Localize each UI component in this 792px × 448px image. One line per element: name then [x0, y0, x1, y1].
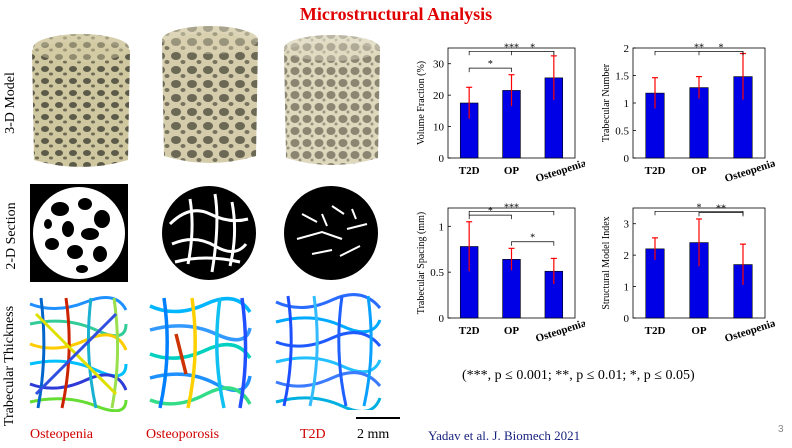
2d-section-osteopenia: [30, 184, 128, 282]
significance-label: *: [719, 42, 724, 53]
significance-label: **: [694, 42, 704, 53]
caption-t2d: T2D: [300, 427, 326, 442]
x-tick-label: OP: [691, 165, 707, 177]
3d-model-osteoporosis: [162, 26, 258, 163]
x-tick-label: OP: [691, 325, 707, 337]
significance-label: **: [716, 203, 726, 214]
scale-bar: [356, 417, 400, 419]
page-title: Microstructural Analysis: [299, 4, 493, 24]
significance-bracket: [511, 241, 555, 246]
x-tick-label: OP: [504, 325, 520, 337]
significance-label: *: [697, 202, 702, 213]
y-tick-label: 20: [433, 90, 445, 102]
x-tick-label: T2D: [459, 165, 480, 177]
x-tick-label: T2D: [645, 325, 666, 337]
row-label-trabecular-thickness: Trabecular Thickness: [2, 305, 17, 427]
thickness-map-osteoporosis: [149, 296, 252, 409]
y-tick-label: 0: [624, 153, 630, 165]
significance-bracket: [511, 50, 555, 56]
row-label-3d-model: 3-D Model: [3, 72, 18, 134]
y-tick-label: 1: [624, 282, 630, 294]
y-tick-label: 1: [624, 98, 630, 110]
citation: Yadav et al. J. Biomech 2021: [428, 428, 581, 443]
3d-model-t2d: [284, 35, 380, 165]
x-tick-label: Osteopenia: [723, 157, 775, 185]
significance-label: *: [488, 206, 493, 217]
significance-bracket: [468, 214, 512, 220]
x-tick-label: Osteopenia: [534, 317, 585, 345]
2d-section-t2d: [282, 184, 380, 282]
thickness-map-t2d: [275, 293, 382, 410]
y-tick-label: 3: [624, 219, 630, 231]
y-tick-label: 1.5: [615, 71, 629, 83]
y-tick-label: 0.5: [615, 126, 629, 138]
chart-trabecular-spacing: 0 0.5 1 Trabecular Spacing (mm) T2D OP Osteope…: [416, 202, 585, 345]
significance-label: *: [530, 42, 535, 53]
x-tick-label: OP: [504, 165, 520, 177]
scale-bar-label: 2 mm: [357, 427, 390, 442]
y-tick-label: 0: [624, 313, 630, 325]
significance-note: (***, p ≤ 0.001; **, p ≤ 0.01; *, p ≤ 0.…: [462, 368, 695, 383]
caption-osteoporosis: Osteoporosis: [146, 427, 220, 442]
x-tick-label: T2D: [645, 165, 666, 177]
caption-osteopenia: Osteopenia: [30, 427, 93, 442]
page-number: 3: [778, 424, 784, 435]
y-tick-label: 1: [439, 221, 445, 233]
significance-bracket: [468, 67, 512, 73]
2d-section-osteoporosis: [160, 184, 258, 282]
thickness-map-osteopenia: [29, 296, 128, 412]
significance-bracket: [698, 50, 744, 56]
significance-label: ***: [504, 202, 519, 213]
x-tick-label: T2D: [459, 325, 480, 337]
chart-volume-fraction: 0 10 20 30 Volume Fraction (%) T2D OP Osteopeni…: [416, 42, 585, 185]
chart-trabecular-number: 0 0.5 1 1.5 2 Trabecular Number T2D OP Osteopeni…: [601, 42, 775, 185]
x-tick-label: Osteopenia: [534, 157, 585, 185]
y-tick-label: 30: [433, 59, 445, 71]
y-axis-label: Trabecular Spacing (mm): [416, 212, 427, 314]
y-axis-label: Trabecular Number: [601, 63, 612, 142]
3d-model-osteopenia: [32, 34, 130, 167]
chart-structural-model-index: 0 1 2 3 Structural Model Index T2D OP Osteopeni…: [601, 202, 775, 345]
significance-label: ***: [504, 42, 519, 53]
y-axis-label: Structural Model Index: [601, 216, 612, 309]
y-tick-label: 0: [439, 153, 445, 165]
y-tick-label: 10: [433, 122, 445, 134]
significance-bracket: [698, 212, 744, 217]
significance-label: *: [530, 233, 535, 244]
y-tick-label: 2: [624, 250, 630, 262]
row-label-2d-section: 2-D Section: [4, 202, 19, 270]
x-tick-label: Osteopenia: [723, 317, 775, 345]
y-axis-label: Volume Fraction (%): [416, 61, 427, 145]
y-tick-label: 2: [624, 43, 630, 55]
significance-bracket: [468, 210, 555, 216]
y-tick-label: 0: [439, 313, 445, 325]
y-tick-label: 0.5: [430, 267, 444, 279]
significance-label: *: [488, 59, 493, 70]
